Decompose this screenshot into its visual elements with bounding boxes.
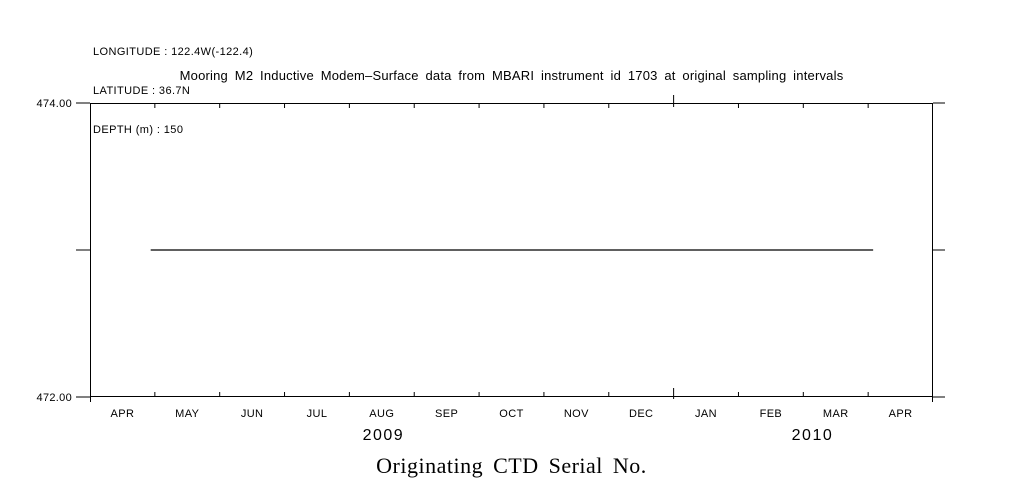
x-tick-label-month: MAY [175, 408, 199, 420]
x-tick-label-month: NOV [564, 408, 589, 420]
x-tick-label-month: DEC [629, 408, 653, 420]
latitude-label: LATITUDE : 36.7N [93, 85, 191, 97]
depth-label: DEPTH (m) : 150 [93, 124, 184, 136]
x-tick-label-month: APR [889, 408, 913, 420]
x-tick-label-month: JAN [695, 408, 717, 420]
longitude-label: LONGITUDE : 122.4W(-122.4) [93, 46, 254, 58]
x-tick-label-month: MAR [823, 408, 849, 420]
x-tick-label-month: APR [111, 408, 135, 420]
x-tick-label-month: JUL [307, 408, 328, 420]
x-tick-label-month: JUN [241, 408, 264, 420]
x-tick-label-month: FEB [760, 408, 783, 420]
axis-title: Originating CTD Serial No. [376, 453, 647, 478]
chart-title: Mooring M2 Inductive Modem–Surface data … [179, 68, 844, 83]
station-info: LONGITUDE : 122.4W(-122.4) LATITUDE : 36… [93, 20, 253, 163]
x-year-label: 2010 [792, 427, 834, 444]
x-year-label: 2009 [363, 427, 405, 444]
y-tick-label: 474.00 [37, 98, 72, 110]
x-tick-label-month: SEP [435, 408, 458, 420]
y-tick-label: 472.00 [37, 392, 72, 404]
x-tick-label-month: AUG [369, 408, 394, 420]
x-tick-label-month: OCT [499, 408, 523, 420]
